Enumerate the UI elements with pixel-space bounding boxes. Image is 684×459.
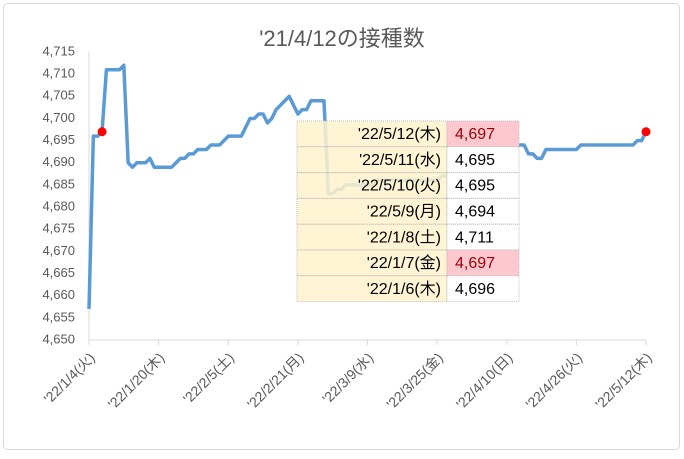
y-tick-label: 4,665 [42,265,75,280]
y-tick-label: 4,650 [42,331,75,346]
table-cell [296,197,448,225]
point-marker [641,127,651,137]
table-date: '22/1/7(金) [367,254,441,272]
y-tick-label: 4,655 [42,309,75,324]
table-value: 4,697 [455,255,495,272]
table-cell [296,223,448,251]
y-tick-label: 4,685 [42,176,75,191]
y-tick-label: 4,710 [42,66,75,81]
table-cell [446,249,520,277]
table-cell [296,249,448,277]
table-date: '22/5/9(月) [367,204,441,221]
y-tick-label: 4,675 [42,221,75,236]
table-value: 4,694 [455,204,495,221]
point-marker [97,127,107,137]
y-tick-label: 4,700 [42,110,75,125]
table-cell [446,146,520,174]
y-tick-label: 4,680 [42,199,75,214]
table-date: '22/5/12(木) [358,125,441,143]
table-cell [446,120,520,148]
table-value: 4,695 [455,152,495,169]
table-cell [446,197,520,225]
y-tick-label: 4,690 [42,154,75,169]
table-date: '22/1/6(木) [367,280,441,298]
y-tick-label: 4,695 [42,132,75,147]
table-cell [446,223,520,251]
y-tick-label: 4,705 [42,88,75,103]
data-table: '22/5/12(木) 4,697 '22/5/11(水) 4,695 '22/5/10… [296,120,520,303]
table-date: '22/5/10(火) [358,178,441,195]
y-tick-label: 4,660 [42,287,75,302]
table-value: 4,696 [455,281,495,298]
table-cell [296,146,448,174]
table-cell [446,275,520,303]
y-tick-label: 4,715 [42,43,75,58]
y-tick-label: 4,670 [42,243,75,258]
table-value: 4,697 [455,126,495,143]
table-value: 4,695 [455,178,495,195]
table-value: 4,711 [455,229,494,246]
table-cell [296,120,448,148]
table-date: '22/5/11(水) [359,151,441,169]
chart-title: '21/4/12の接種数 [259,26,425,51]
table-cell [296,172,448,199]
table-date: '22/1/8(土) [367,228,441,246]
table-cell [446,172,520,199]
